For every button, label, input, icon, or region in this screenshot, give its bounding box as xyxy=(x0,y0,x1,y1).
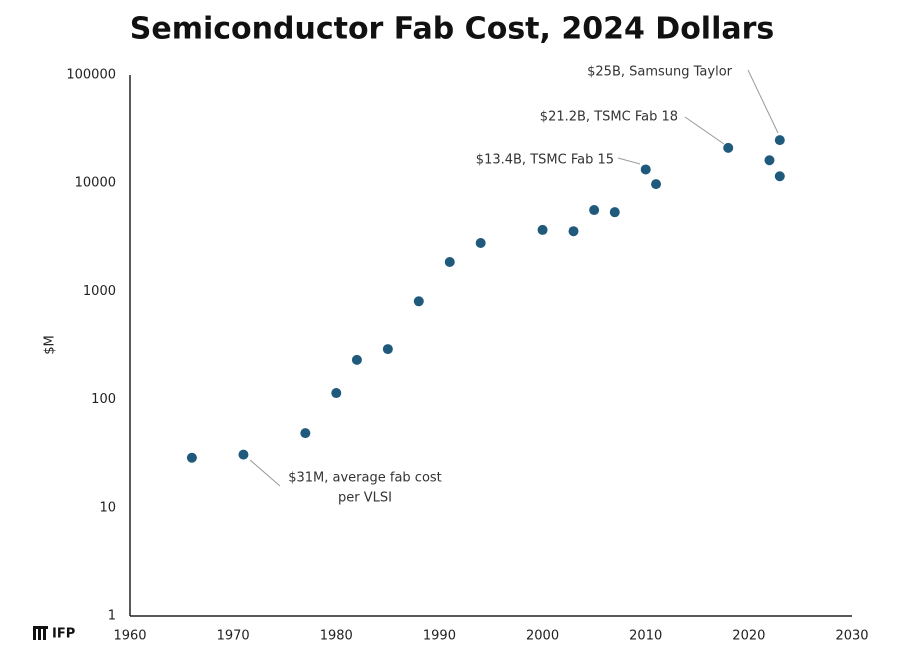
annotation: $25B, Samsung Taylor xyxy=(587,65,733,80)
point xyxy=(537,224,548,235)
point xyxy=(382,344,393,355)
logo: IFP xyxy=(52,627,75,642)
x-tick-label: 1990 xyxy=(423,629,456,644)
logo-icon xyxy=(33,626,48,640)
point xyxy=(764,155,775,166)
point xyxy=(568,226,579,237)
point xyxy=(609,207,620,218)
chart-title: Semiconductor Fab Cost, 2024 Dollars xyxy=(130,12,775,47)
y-tick-label: 100000 xyxy=(66,68,116,83)
point xyxy=(640,164,651,175)
x-tick-label: 1980 xyxy=(320,629,353,644)
point xyxy=(774,171,785,182)
point xyxy=(651,179,662,190)
annotation: per VLSI xyxy=(338,491,392,506)
point xyxy=(589,205,600,216)
point xyxy=(331,388,342,399)
point xyxy=(413,296,424,307)
point xyxy=(238,449,249,460)
leader-line xyxy=(249,459,281,487)
x-tick-label: 2010 xyxy=(629,629,662,644)
point xyxy=(774,135,785,146)
leader-line xyxy=(684,116,725,145)
point xyxy=(186,452,197,463)
y-tick-label: 1 xyxy=(108,609,116,624)
y-tick-label: 10 xyxy=(99,500,116,515)
y-axis-label: $M xyxy=(43,335,58,355)
x-tick-label: 2020 xyxy=(732,629,765,644)
leader-line xyxy=(617,157,641,165)
annotation: $21.2B, TSMC Fab 18 xyxy=(540,110,678,125)
y-tick-label: 100 xyxy=(91,392,116,407)
point xyxy=(300,428,311,439)
x-tick-label: 1960 xyxy=(113,629,146,644)
point xyxy=(444,256,455,267)
point xyxy=(475,238,486,249)
x-tick-label: 1970 xyxy=(217,629,250,644)
point xyxy=(351,354,362,365)
leader-line xyxy=(747,69,779,134)
x-tick-label: 2030 xyxy=(835,629,868,644)
point xyxy=(723,142,734,153)
y-tick-label: 10000 xyxy=(75,176,116,191)
annotation: $13.4B, TSMC Fab 15 xyxy=(476,153,614,168)
y-tick-label: 1000 xyxy=(83,284,116,299)
x-tick-label: 2000 xyxy=(526,629,559,644)
annotation: $31M, average fab cost xyxy=(288,471,442,486)
